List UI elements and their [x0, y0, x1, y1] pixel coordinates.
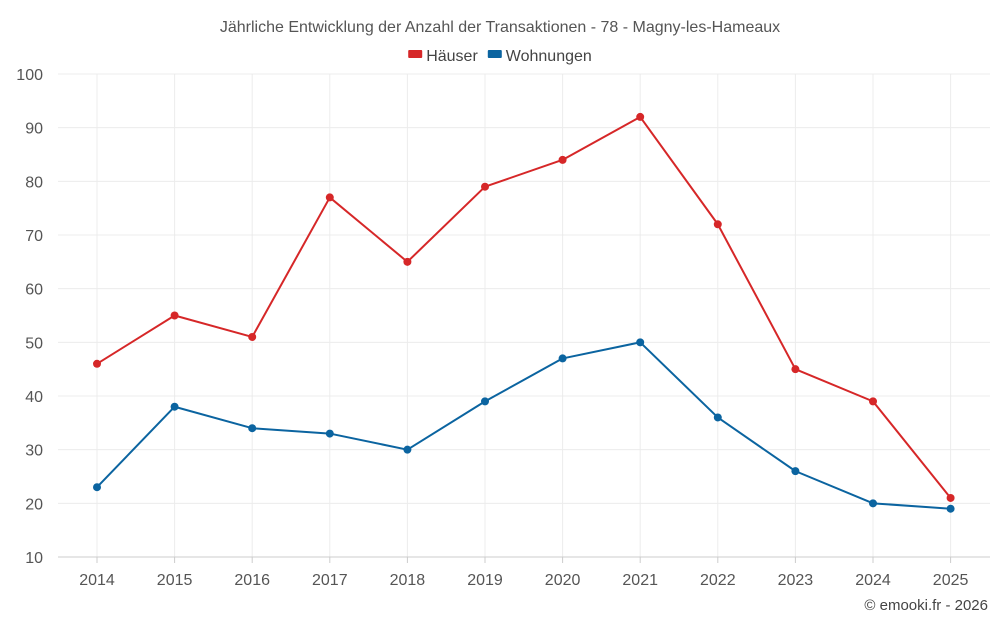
- data-point-wohnungen[interactable]: [93, 483, 101, 492]
- x-axis-labels: 2014 2015 2016 2017 2018 2019 2020 2021 2022 2023…: [79, 572, 968, 589]
- data-point-h-user[interactable]: [791, 365, 800, 374]
- x-tick-label: 2020: [545, 572, 581, 589]
- x-tick-label: 2017: [312, 572, 348, 589]
- legend-item[interactable]: Häuser: [408, 48, 478, 65]
- data-point-wohnungen[interactable]: [869, 499, 877, 508]
- legend-label: Wohnungen: [506, 48, 592, 65]
- data-point-h-user[interactable]: [481, 182, 489, 191]
- data-point-wohnungen[interactable]: [558, 354, 567, 363]
- y-tick-label: 40: [25, 389, 43, 406]
- x-tick-label: 2015: [157, 572, 193, 589]
- x-gridlines: [96, 74, 952, 563]
- legend-swatch: [408, 50, 423, 58]
- y-tick-label: 80: [25, 174, 43, 191]
- data-point-h-user[interactable]: [325, 193, 334, 202]
- y-tick-label: 50: [25, 335, 43, 352]
- y-tick-label: 10: [25, 550, 43, 567]
- y-tick-label: 30: [25, 443, 43, 460]
- data-point-h-user[interactable]: [869, 397, 877, 406]
- y-tick-label: 100: [16, 67, 43, 84]
- x-tick-label: 2019: [467, 572, 503, 589]
- data-point-wohnungen[interactable]: [713, 413, 722, 422]
- data-point-h-user[interactable]: [403, 257, 412, 266]
- data-point-wohnungen[interactable]: [170, 402, 179, 411]
- y-axis-labels: 10 20 30 40 50 60 70 80 90 100: [16, 67, 43, 567]
- data-point-wohnungen[interactable]: [636, 338, 645, 347]
- x-tick-label: 2023: [778, 572, 814, 589]
- legend-swatch: [487, 50, 502, 58]
- series-wohnungen: [93, 338, 955, 513]
- y-tick-label: 20: [25, 496, 43, 513]
- data-point-wohnungen[interactable]: [481, 397, 489, 406]
- legend-label: Häuser: [426, 48, 478, 65]
- chart-title: Jährliche Entwicklung der Anzahl der Tra…: [220, 19, 780, 36]
- y-tick-label: 90: [25, 121, 43, 138]
- series-line-wohnungen: [96, 341, 951, 510]
- data-point-h-user[interactable]: [558, 155, 567, 164]
- legend: Häuser Wohnungen: [408, 48, 592, 65]
- x-tick-label: 2018: [390, 572, 426, 589]
- series-layer: [93, 112, 955, 513]
- y-tick-label: 60: [25, 282, 43, 299]
- x-tick-label: 2025: [933, 572, 969, 589]
- legend-item[interactable]: Wohnungen: [487, 48, 592, 65]
- series-line-h-user: [96, 115, 952, 499]
- y-gridlines: [58, 73, 990, 504]
- x-tick-label: 2024: [855, 572, 891, 589]
- data-point-h-user[interactable]: [713, 220, 722, 229]
- series-h-user: [93, 112, 955, 502]
- data-point-wohnungen[interactable]: [325, 429, 334, 438]
- x-tick-label: 2021: [622, 572, 658, 589]
- data-point-wohnungen[interactable]: [946, 504, 955, 513]
- data-point-h-user[interactable]: [93, 359, 101, 368]
- data-point-h-user[interactable]: [636, 112, 645, 121]
- data-point-wohnungen[interactable]: [248, 424, 257, 433]
- x-tick-label: 2022: [700, 572, 736, 589]
- x-tick-label: 2014: [79, 572, 115, 589]
- data-point-wohnungen[interactable]: [791, 467, 800, 476]
- x-tick-label: 2016: [234, 572, 270, 589]
- data-point-h-user[interactable]: [248, 332, 257, 341]
- data-point-h-user[interactable]: [946, 493, 955, 502]
- data-point-h-user[interactable]: [170, 311, 179, 320]
- y-tick-label: 70: [25, 228, 43, 245]
- data-point-wohnungen[interactable]: [403, 445, 412, 454]
- credit-text: © emooki.fr - 2026: [864, 597, 988, 614]
